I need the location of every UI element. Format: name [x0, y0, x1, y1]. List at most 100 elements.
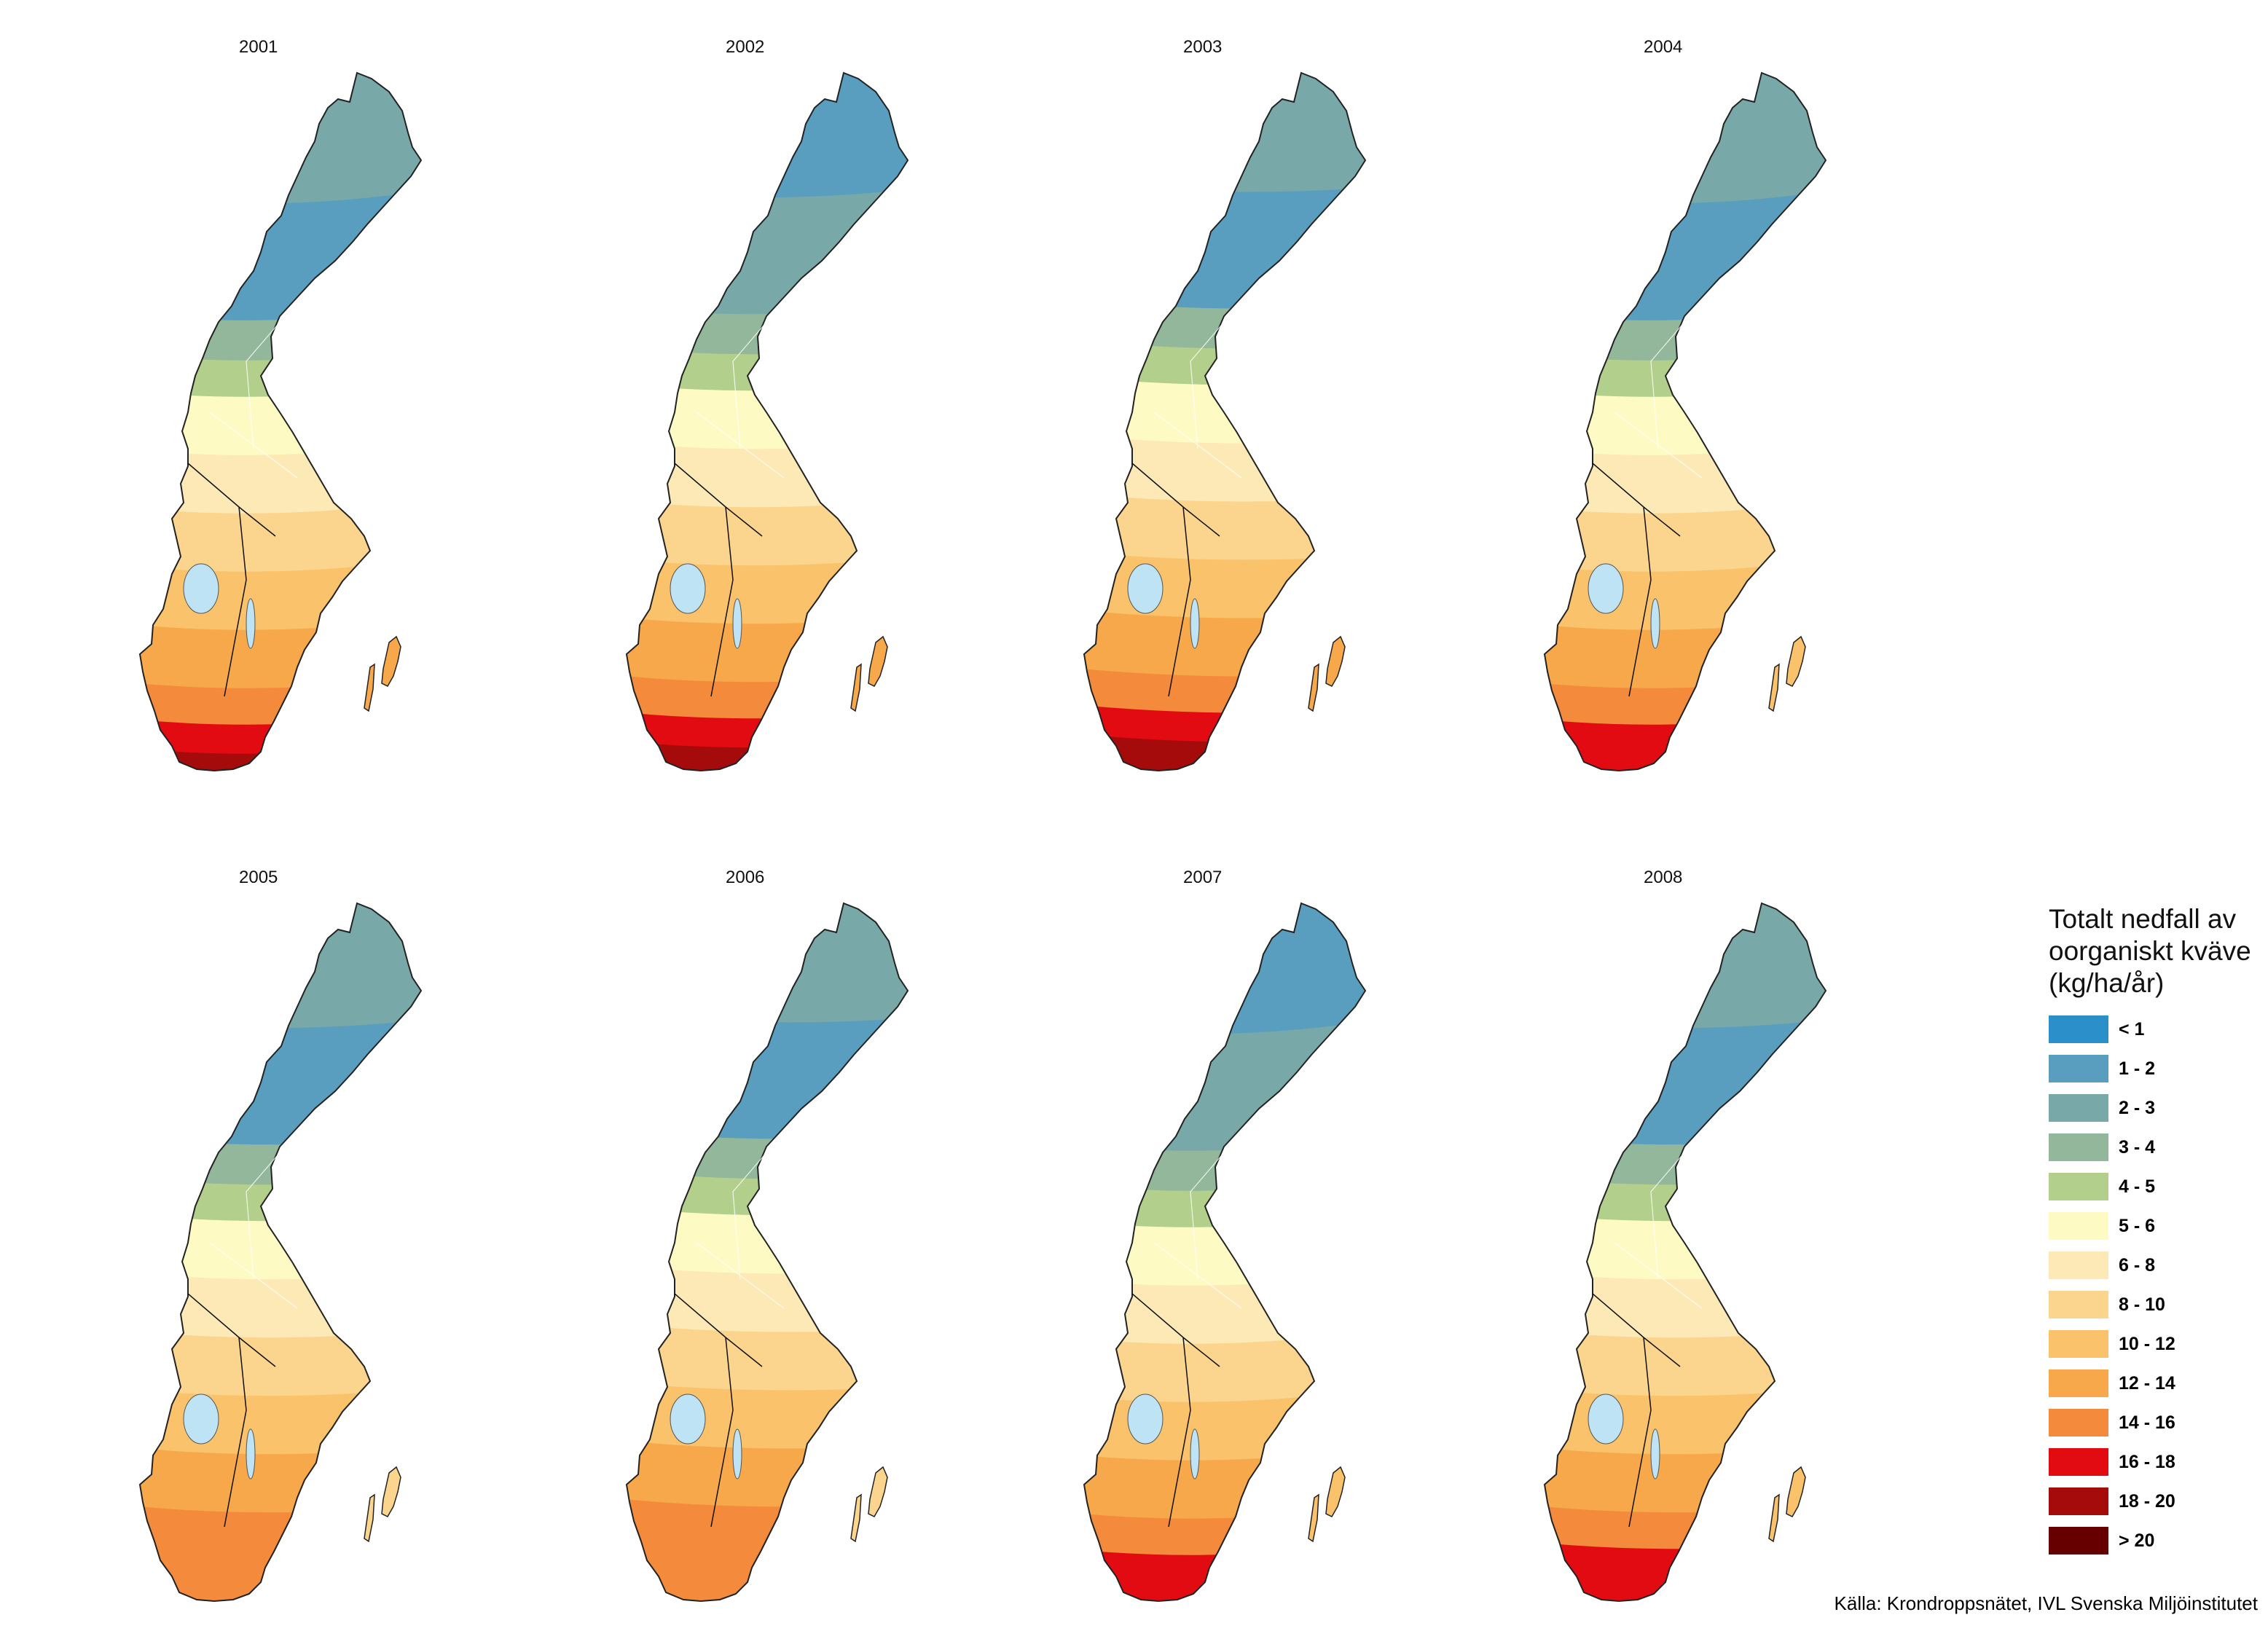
legend-item: 16 - 18 — [2049, 1442, 2267, 1482]
map-band — [140, 301, 421, 364]
map-band — [1545, 301, 1826, 364]
legend-label: 14 - 16 — [2119, 1412, 2175, 1433]
legend-swatch — [2049, 1409, 2108, 1436]
legend: Totalt nedfall av oorganiskt kväve (kg/h… — [2049, 903, 2267, 1560]
map-band — [1084, 183, 1365, 316]
lake-vanern — [670, 1394, 706, 1445]
county-boundary — [1614, 1140, 1703, 1309]
map-outline — [138, 902, 423, 1603]
map-band — [140, 184, 421, 324]
lake-vanern — [183, 1394, 219, 1445]
lake-vanern — [670, 563, 706, 614]
legend-label: 2 - 3 — [2119, 1097, 2156, 1118]
legend-label: 16 - 18 — [2119, 1451, 2175, 1472]
county-boundary — [1153, 1140, 1242, 1309]
map-band — [1545, 184, 1826, 324]
map-body — [138, 71, 423, 772]
legend-items: < 1 1 - 2 2 - 3 3 - 4 4 - 5 5 - 6 6 - 8 8 - 10 1… — [2049, 1010, 2267, 1560]
oland-island — [1308, 663, 1319, 712]
legend-label: 4 - 5 — [2119, 1176, 2156, 1197]
oland-island — [850, 1493, 862, 1543]
map-band — [1084, 1131, 1365, 1195]
map-2008: 2008 — [1543, 868, 1827, 1603]
region-boundary — [187, 1293, 276, 1528]
map-outline — [1543, 71, 1827, 772]
region-boundary — [187, 463, 276, 697]
legend-item: 10 - 12 — [2049, 1324, 2267, 1364]
gotland-island — [1325, 1466, 1346, 1517]
map-band — [140, 341, 421, 401]
map-band — [1084, 434, 1365, 509]
lake-vattern — [732, 598, 742, 649]
map-outline — [625, 71, 909, 772]
map-2005: 2005 — [138, 868, 423, 1603]
map-band — [627, 903, 908, 1030]
map-band — [1545, 1536, 1826, 1601]
map-band — [1084, 1171, 1365, 1231]
map-band — [1545, 1015, 1826, 1149]
region-boundary — [1131, 463, 1220, 697]
map-band — [1084, 376, 1365, 451]
map-band — [1084, 1015, 1365, 1155]
map-body — [1543, 71, 1827, 772]
map-year-label: 2005 — [239, 868, 278, 887]
legend-item: > 20 — [2049, 1521, 2267, 1560]
map-band — [627, 1206, 908, 1281]
legend-item: 8 - 10 — [2049, 1285, 2267, 1324]
legend-item: 5 - 6 — [2049, 1206, 2267, 1246]
gotland-island — [868, 1466, 888, 1517]
legend-label: 3 - 4 — [2119, 1136, 2156, 1157]
map-year-label: 2003 — [1183, 37, 1222, 57]
legend-label: > 20 — [2119, 1530, 2155, 1551]
lake-vattern — [246, 1428, 256, 1479]
legend-item: 18 - 20 — [2049, 1482, 2267, 1521]
gotland-island — [1786, 635, 1806, 687]
legend-item: 1 - 2 — [2049, 1049, 2267, 1088]
legend-swatch — [2049, 1330, 2108, 1358]
legend-item: 14 - 16 — [2049, 1403, 2267, 1442]
legend-swatch — [2049, 1487, 2108, 1515]
map-year-label: 2007 — [1183, 868, 1222, 887]
map-band — [140, 1131, 421, 1190]
map-band — [1545, 341, 1826, 401]
map-2003: 2003 — [1083, 37, 1367, 772]
county-boundary — [209, 310, 298, 479]
map-band — [627, 1130, 908, 1187]
county-boundary — [696, 310, 785, 479]
map-2002: 2002 — [625, 37, 909, 772]
gotland-island — [381, 635, 401, 687]
legend-label: 5 - 6 — [2119, 1215, 2156, 1236]
map-outline — [1083, 71, 1367, 772]
map-band — [627, 1170, 908, 1223]
map-fill — [1545, 73, 1826, 771]
map-outline — [625, 902, 909, 1603]
lake-vattern — [1650, 1428, 1660, 1479]
map-band — [140, 1015, 421, 1149]
map-band — [140, 377, 421, 459]
map-band — [140, 1171, 421, 1226]
legend-item: 6 - 8 — [2049, 1246, 2267, 1285]
legend-swatch — [2049, 1251, 2108, 1279]
region-boundary — [1592, 1293, 1681, 1528]
map-band — [627, 301, 908, 359]
oland-island — [1308, 1493, 1319, 1543]
region-boundary — [674, 1293, 763, 1528]
map-band — [1084, 1208, 1365, 1289]
legend-label: 8 - 10 — [2119, 1294, 2165, 1315]
legend-label: 1 - 2 — [2119, 1058, 2156, 1079]
legend-item: 2 - 3 — [2049, 1088, 2267, 1128]
map-fill — [140, 73, 421, 771]
map-body — [138, 902, 423, 1603]
map-year-label: 2001 — [239, 37, 278, 57]
county-boundary — [696, 1140, 785, 1309]
lake-vanern — [1127, 563, 1164, 614]
oland-island — [364, 1493, 375, 1543]
map-body — [1543, 902, 1827, 1603]
legend-title-line-3: (kg/ha/år) — [2049, 968, 2165, 998]
map-2001: 2001 — [138, 37, 423, 772]
map-band — [1084, 339, 1365, 393]
gotland-island — [868, 635, 888, 687]
legend-label: 6 - 8 — [2119, 1254, 2156, 1276]
county-boundary — [1153, 310, 1242, 479]
